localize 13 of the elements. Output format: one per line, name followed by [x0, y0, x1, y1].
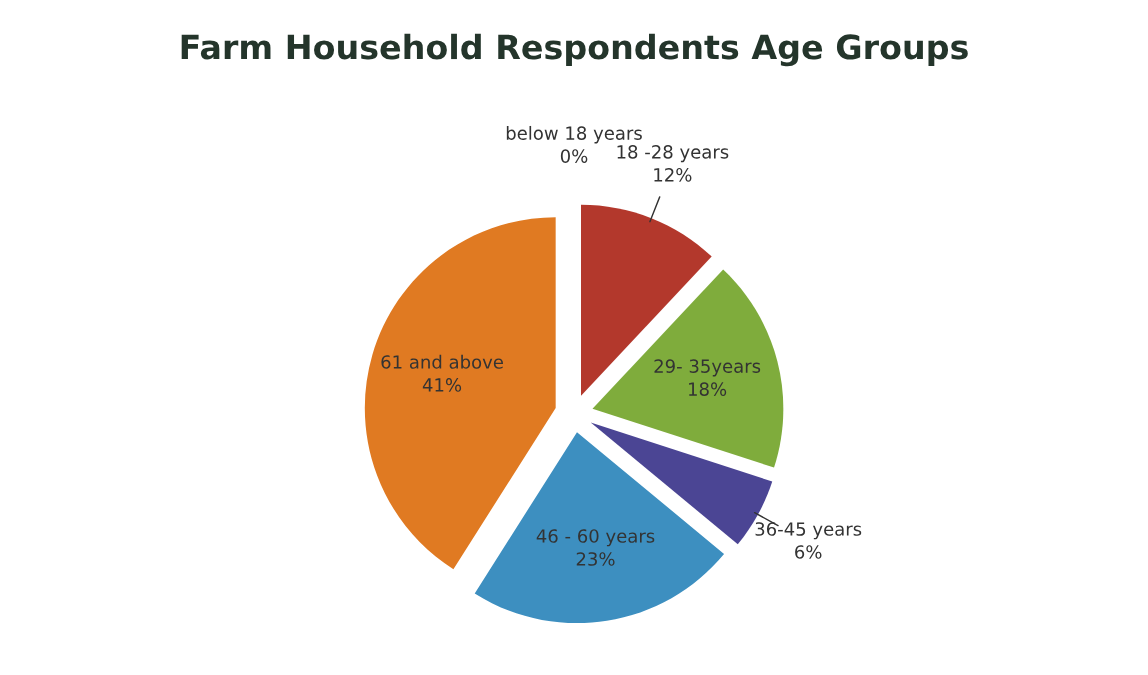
data-label: 23% [576, 552, 615, 566]
slice-label: 29- 35years [654, 359, 761, 377]
category-label: below 18 years [506, 125, 642, 144]
slice-label: 36-45 years [755, 522, 862, 540]
data-label: 18% [689, 382, 727, 396]
data-label: 6% [795, 545, 822, 559]
slice-label: 61 and above [381, 354, 503, 369]
data-label: 41% [422, 378, 462, 392]
chart-title: Farm Household Respondents Age Groups [181, 33, 968, 67]
slice-label: 46 - 60 years [536, 529, 655, 547]
slice-label: 18 -28 years [617, 145, 729, 163]
data-label: 12% [654, 168, 692, 182]
text: 0% [560, 149, 588, 163]
